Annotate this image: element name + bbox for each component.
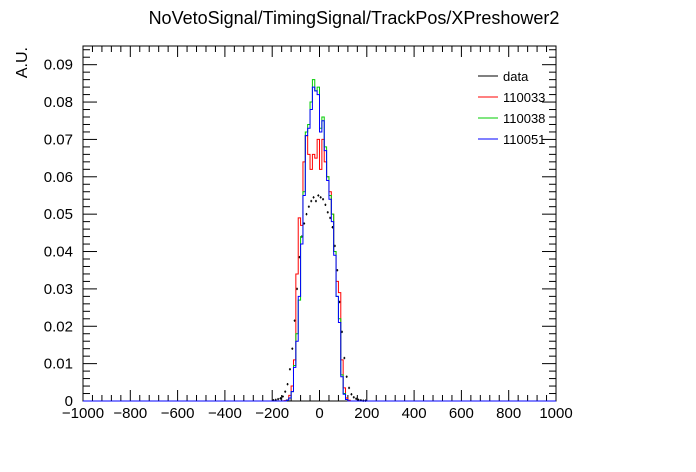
- y-tick-label: 0.04: [44, 244, 73, 261]
- y-tick-label: 0.02: [44, 318, 73, 335]
- y-tick-label: 0.05: [44, 206, 73, 223]
- chart-title: NoVetoSignal/TimingSignal/TrackPos/XPres…: [149, 8, 560, 28]
- y-tick-label: 0: [65, 393, 73, 410]
- x-tick-label: 600: [449, 405, 474, 422]
- x-tick-label: −600: [161, 405, 195, 422]
- x-tick-label: 0: [315, 405, 323, 422]
- y-tick-label: 0.08: [44, 94, 73, 111]
- axis-ticks: [82, 46, 557, 402]
- legend-label: 110038: [503, 111, 545, 126]
- y-tick-label: 0.03: [44, 281, 73, 298]
- y-tick-label: 0.09: [44, 57, 73, 74]
- legend-label: 110051: [503, 132, 545, 147]
- series-110033-step: [83, 135, 556, 402]
- legend: data 110033 110038 110051: [478, 69, 545, 147]
- x-tick-label: −200: [255, 405, 289, 422]
- series-110051-step: [83, 86, 556, 402]
- y-tick-label: 0.01: [44, 356, 73, 373]
- x-tick-label: −800: [113, 405, 147, 422]
- x-tick-label: 400: [402, 405, 427, 422]
- series-layer: [83, 79, 556, 402]
- x-tick-label: −1000: [62, 405, 104, 422]
- y-tick-label: 0.07: [44, 131, 73, 148]
- x-tick-label: −400: [208, 405, 242, 422]
- y-tick-labels: 0 0.01 0.02 0.03 0.04 0.05 0.06 0.07 0.08 0.09: [44, 57, 73, 410]
- y-tick-label: 0.06: [44, 169, 73, 186]
- x-tick-label: 800: [496, 405, 521, 422]
- y-axis-label: A.U.: [14, 47, 31, 78]
- legend-label: data: [503, 69, 529, 84]
- legend-label: 110033: [503, 90, 545, 105]
- x-tick-label: 200: [354, 405, 379, 422]
- x-tick-labels: −1000 −800 −600 −400 −200 0 200 400 600 800 1000: [62, 405, 573, 422]
- x-tick-label: 1000: [539, 405, 572, 422]
